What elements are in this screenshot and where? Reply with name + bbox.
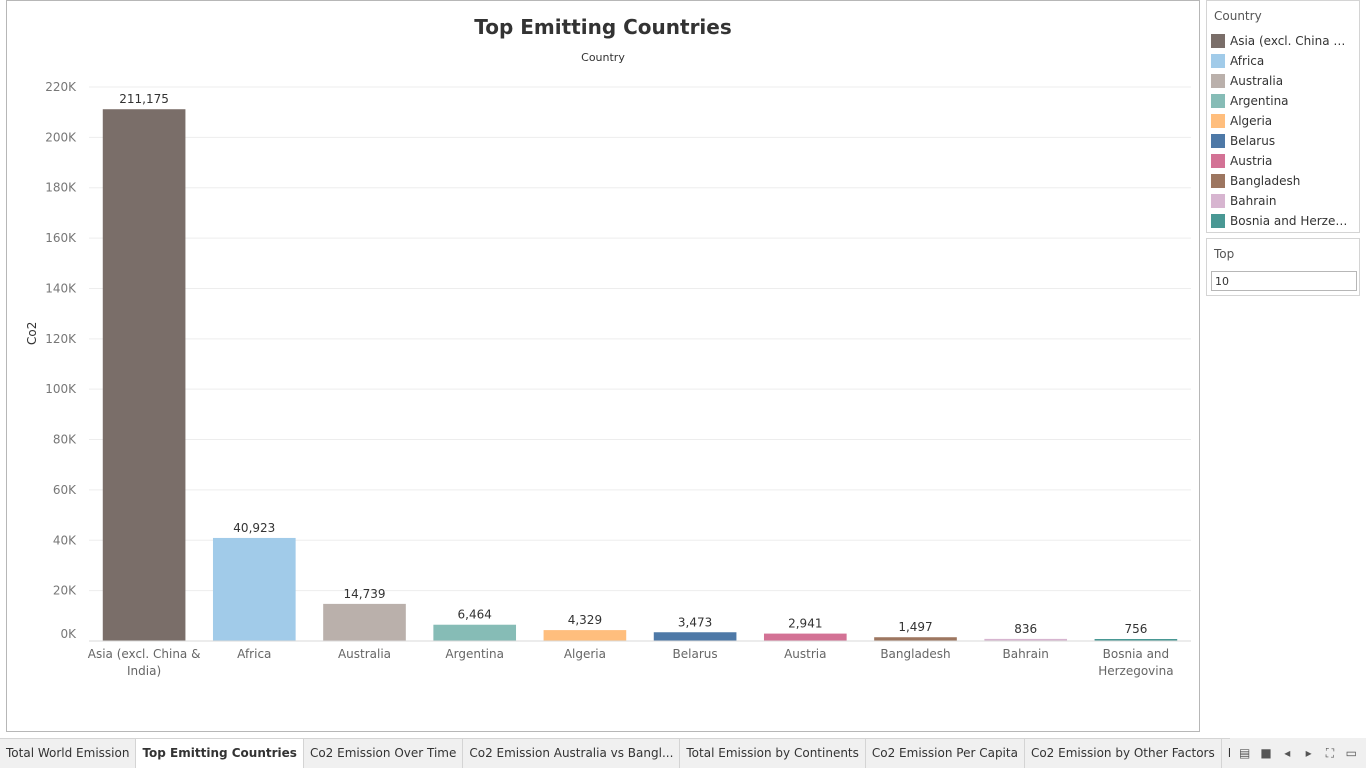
sheet-tab[interactable]: Co2 Emission Over Time bbox=[303, 739, 464, 768]
y-tick-label: 100K bbox=[45, 382, 77, 396]
y-tick-label: 60K bbox=[53, 483, 77, 497]
y-tick-label: 200K bbox=[45, 130, 77, 144]
data-label: 6,464 bbox=[458, 608, 492, 622]
legend-swatch bbox=[1211, 54, 1225, 68]
y-tick-label: 80K bbox=[53, 433, 77, 447]
legend-title: Country bbox=[1214, 9, 1262, 23]
y-tick-label: 180K bbox=[45, 181, 77, 195]
legend-swatch bbox=[1211, 194, 1225, 208]
sheet-tab[interactable]: Total Emission by Continents bbox=[680, 739, 866, 768]
y-tick-label: 120K bbox=[45, 332, 77, 346]
sheet-tab[interactable]: Co2 Emission Per Capita bbox=[865, 739, 1025, 768]
workspace: Top Emitting Countries Country Co2 0K 20K… bbox=[6, 0, 1360, 732]
legend-swatch bbox=[1211, 134, 1225, 148]
x-tick-label: Austria bbox=[784, 647, 826, 661]
legend-swatch bbox=[1211, 214, 1225, 228]
legend-item[interactable]: Bangladesh bbox=[1211, 172, 1357, 190]
legend-swatch bbox=[1211, 114, 1225, 128]
sheet-tab[interactable]: Co2 Emission Australia vs Bangl... bbox=[463, 739, 681, 768]
data-label: 2,941 bbox=[788, 617, 822, 631]
sheet-tab-bar: Total World Emission Top Emitting Countri… bbox=[0, 738, 1366, 768]
x-tick-label: India) bbox=[127, 664, 161, 678]
x-tick-label: Africa bbox=[237, 647, 271, 661]
legend-label: Argentina bbox=[1230, 94, 1289, 108]
legend-label: Bangladesh bbox=[1230, 174, 1301, 188]
data-label: 1,497 bbox=[898, 620, 932, 634]
fullscreen-icon[interactable]: ⛶ bbox=[1325, 745, 1335, 760]
bar-4 bbox=[433, 624, 517, 641]
x-tick-label: Belarus bbox=[673, 647, 718, 661]
legend-item[interactable]: Algeria bbox=[1211, 112, 1357, 130]
bar-9 bbox=[984, 638, 1068, 641]
bar-6 bbox=[653, 632, 737, 641]
x-tick-label: Bangladesh bbox=[880, 647, 950, 661]
legend-item[interactable]: Africa bbox=[1211, 52, 1357, 70]
legend-swatch bbox=[1211, 94, 1225, 108]
legend-swatch bbox=[1211, 34, 1225, 48]
sheet-sorter-icon[interactable]: ▤ bbox=[1238, 746, 1251, 760]
top-filter: Top bbox=[1206, 238, 1360, 296]
legend-swatch bbox=[1211, 174, 1225, 188]
sheet-tab[interactable]: Co2 Emission by Other Factors bbox=[1024, 739, 1222, 768]
chart-title: Top Emitting Countries bbox=[474, 15, 732, 39]
legend-item[interactable]: Argentina bbox=[1211, 92, 1357, 110]
data-label: 836 bbox=[1014, 622, 1037, 636]
column-header-label: Country bbox=[581, 51, 625, 64]
legend-label: Australia bbox=[1230, 74, 1284, 88]
legend-swatch bbox=[1211, 74, 1225, 88]
legend-label: Bosnia and Herzegov.. bbox=[1230, 214, 1354, 228]
legend: Country Asia (excl. China & In.. Africa Au… bbox=[1206, 0, 1360, 233]
bar-7 bbox=[763, 633, 847, 641]
data-label: 14,739 bbox=[344, 587, 386, 601]
bar-chart: 0K 20K 40K 60K 80K 100K 120K 140K 160K 180K 200K 22… bbox=[45, 80, 1191, 678]
x-tick-label: Asia (excl. China & bbox=[88, 647, 201, 661]
bar-10 bbox=[1094, 639, 1178, 641]
legend-item[interactable]: Austria bbox=[1211, 152, 1357, 170]
x-tick-label: Australia bbox=[338, 647, 391, 661]
legend-item[interactable]: Australia bbox=[1211, 72, 1357, 90]
x-tick-label: Herzegovina bbox=[1098, 664, 1173, 678]
bar-1 bbox=[102, 109, 186, 641]
legend-item[interactable]: Bosnia and Herzegov.. bbox=[1211, 212, 1357, 230]
legend-label: Asia (excl. China & In.. bbox=[1230, 34, 1354, 48]
y-tick-label: 160K bbox=[45, 231, 77, 245]
sheet-tab[interactable]: Total World Emission bbox=[0, 739, 137, 768]
bar-5 bbox=[543, 630, 627, 641]
x-tick-label: Bosnia and bbox=[1103, 647, 1170, 661]
data-label: 4,329 bbox=[568, 613, 602, 627]
legend-label: Algeria bbox=[1230, 114, 1273, 128]
legend-label: Austria bbox=[1230, 154, 1273, 168]
data-label: 40,923 bbox=[233, 521, 275, 535]
sheet-controls: ▤ ■ ◂ ▸ ⛶ ▭ bbox=[1230, 738, 1366, 768]
y-tick-label: 140K bbox=[45, 281, 77, 295]
legend-item[interactable]: Asia (excl. China & In.. bbox=[1211, 32, 1357, 50]
sheet-tab[interactable]: Top Emitting Countries bbox=[136, 739, 304, 768]
data-label: 3,473 bbox=[678, 615, 712, 629]
next-sheet-icon[interactable]: ▸ bbox=[1305, 746, 1312, 760]
presentation-icon[interactable]: ▭ bbox=[1345, 746, 1357, 760]
chart-frame: Top Emitting Countries Country Co2 0K 20K… bbox=[6, 0, 1200, 732]
y-tick-label: 0K bbox=[60, 627, 77, 641]
prev-sheet-icon[interactable]: ◂ bbox=[1284, 746, 1291, 760]
y-tick-label: 220K bbox=[45, 80, 77, 94]
x-tick-label: Argentina bbox=[445, 647, 504, 661]
filmstrip-icon[interactable]: ■ bbox=[1260, 746, 1272, 760]
data-label: 211,175 bbox=[119, 92, 169, 106]
bar-2 bbox=[212, 537, 296, 641]
legend-label: Africa bbox=[1230, 54, 1265, 68]
top-filter-title: Top bbox=[1214, 247, 1235, 261]
legend-swatch bbox=[1211, 154, 1225, 168]
legend-item[interactable]: Bahrain bbox=[1211, 192, 1357, 210]
x-tick-label: Bahrain bbox=[1002, 647, 1048, 661]
bar-8 bbox=[874, 637, 957, 641]
data-label: 756 bbox=[1124, 622, 1147, 636]
y-tick-label: 20K bbox=[53, 584, 77, 598]
legend-label: Belarus bbox=[1230, 134, 1276, 148]
legend-item[interactable]: Belarus bbox=[1211, 132, 1357, 150]
bar-3 bbox=[323, 603, 406, 641]
x-tick-label: Algeria bbox=[564, 647, 606, 661]
legend-label: Bahrain bbox=[1230, 194, 1277, 208]
top-filter-input[interactable] bbox=[1211, 271, 1357, 291]
y-tick-label: 40K bbox=[53, 533, 77, 547]
